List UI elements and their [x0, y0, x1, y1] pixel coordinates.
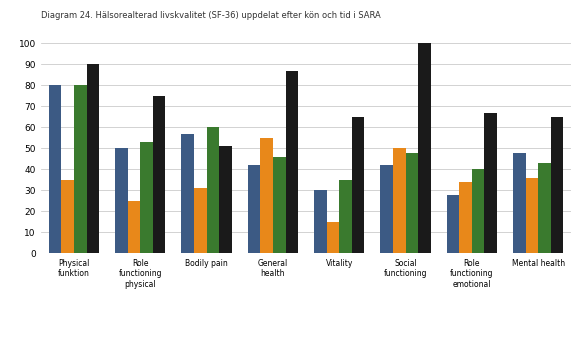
Bar — [459, 182, 472, 253]
Bar — [513, 153, 526, 253]
Bar — [286, 71, 298, 253]
Bar — [538, 163, 551, 253]
Bar — [219, 146, 232, 253]
Bar — [61, 180, 74, 253]
Bar — [86, 64, 99, 253]
Bar — [49, 85, 61, 253]
Bar — [141, 142, 153, 253]
Bar — [526, 178, 538, 253]
Bar — [380, 165, 393, 253]
Bar — [484, 113, 497, 253]
Bar — [115, 148, 128, 253]
Bar — [74, 85, 86, 253]
Text: Diagram 24. Hälsorealterad livskvalitet (SF-36) uppdelat efter kön och tid i SAR: Diagram 24. Hälsorealterad livskvalitet … — [41, 11, 381, 20]
Bar — [472, 169, 484, 253]
Bar — [206, 127, 219, 253]
Bar — [261, 138, 273, 253]
Bar — [418, 43, 431, 253]
Bar — [406, 153, 418, 253]
Bar — [181, 134, 194, 253]
Bar — [153, 96, 166, 253]
Bar — [248, 165, 261, 253]
Bar — [393, 148, 406, 253]
Bar — [194, 188, 206, 253]
Bar — [314, 190, 326, 253]
Bar — [326, 222, 339, 253]
Bar — [551, 117, 563, 253]
Bar — [339, 180, 352, 253]
Bar — [447, 195, 459, 253]
Bar — [128, 201, 141, 253]
Bar — [352, 117, 364, 253]
Bar — [273, 157, 286, 253]
